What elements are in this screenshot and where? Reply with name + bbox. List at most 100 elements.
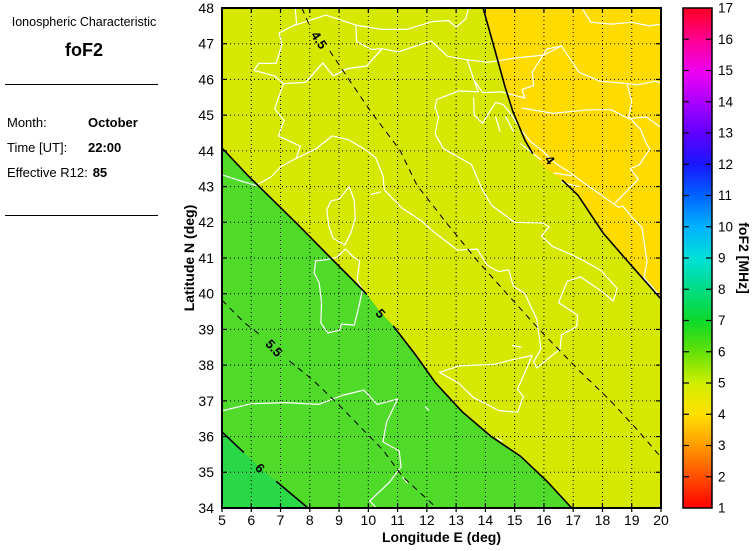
coast-serbia-border bbox=[615, 84, 651, 204]
coast-island-brac bbox=[553, 172, 573, 177]
y-tick-label: 48 bbox=[198, 0, 214, 16]
colorbar-tick-label: 5 bbox=[718, 376, 726, 391]
y-tick-label: 46 bbox=[198, 71, 214, 87]
x-tick-label: 13 bbox=[448, 512, 464, 528]
coastlines bbox=[222, 8, 661, 508]
colorbar-tick-label: 13 bbox=[718, 126, 733, 141]
colorbar-tick-label: 4 bbox=[718, 407, 726, 422]
x-tick-label: 7 bbox=[277, 512, 285, 528]
coast-kerkennah bbox=[402, 477, 408, 484]
band-5-6-fill bbox=[222, 148, 572, 508]
panel-title: Ionospheric Characteristic bbox=[11, 15, 157, 29]
colorbar-tick-label: 8 bbox=[718, 282, 726, 297]
x-tick-label: 9 bbox=[335, 512, 343, 528]
coast-italy bbox=[274, 40, 618, 369]
colorbar-ticks bbox=[683, 38, 712, 478]
colorbar-tick-label: 15 bbox=[718, 63, 733, 78]
r12-label: Effective R12: bbox=[7, 165, 88, 180]
contour-line-4.5 bbox=[301, 8, 661, 458]
axis-ticks bbox=[221, 7, 662, 512]
x-tick-label: 19 bbox=[624, 512, 640, 528]
y-tick-label: 34 bbox=[198, 500, 214, 516]
coast-corsica bbox=[326, 186, 356, 246]
y-tick-label: 43 bbox=[198, 178, 214, 194]
y-tick-label: 45 bbox=[198, 107, 214, 123]
colorbar-tick-label: 11 bbox=[718, 188, 732, 203]
divider-top bbox=[5, 84, 158, 85]
time-value: 22:00 bbox=[88, 140, 122, 155]
month-value: October bbox=[88, 115, 138, 130]
x-tick-label: 5 bbox=[218, 512, 226, 528]
x-tick-label: 11 bbox=[390, 512, 405, 528]
characteristic-name: foF2 bbox=[65, 40, 103, 60]
colorbar-tick-label: 14 bbox=[718, 94, 734, 109]
colorbar-tick-label: 2 bbox=[718, 469, 726, 484]
coast-sicily bbox=[438, 354, 533, 413]
coast-north-africa bbox=[222, 389, 402, 508]
coast-switzerland bbox=[253, 14, 383, 85]
y-tick-label: 40 bbox=[198, 286, 214, 302]
coast-french-coast bbox=[222, 157, 297, 187]
coast-danube bbox=[581, 8, 661, 27]
y-tick-label: 42 bbox=[198, 214, 214, 230]
x-tick-label: 17 bbox=[565, 512, 581, 528]
y-tick-label: 36 bbox=[198, 428, 214, 444]
x-tick-label: 18 bbox=[595, 512, 611, 528]
contour-line-5 bbox=[222, 147, 573, 508]
colorbar-tick-label: 1 bbox=[718, 501, 726, 516]
coast-island-krk bbox=[505, 116, 514, 132]
contour-line-6 bbox=[222, 431, 309, 508]
map-area: 44.555.56 bbox=[222, 8, 661, 508]
coast-dalmatia bbox=[473, 97, 661, 302]
coast-austria-slovenia bbox=[466, 45, 563, 63]
x-tick-label: 6 bbox=[247, 512, 255, 528]
band-6-7-fill bbox=[222, 431, 308, 508]
y-tick-label: 41 bbox=[198, 250, 214, 266]
y-tick-label: 47 bbox=[198, 36, 214, 52]
coast-sava-border bbox=[521, 107, 661, 129]
divider-bottom bbox=[5, 215, 158, 216]
y-tick-label: 39 bbox=[198, 321, 214, 337]
time-row: Time [UT]: 22:00 bbox=[7, 140, 207, 155]
coast-drava-border bbox=[560, 45, 661, 86]
colorbar-tick-label: 16 bbox=[718, 32, 733, 47]
month-row: Month: October bbox=[7, 115, 207, 130]
x-tick-label: 15 bbox=[507, 512, 523, 528]
x-tick-label: 12 bbox=[419, 512, 435, 528]
colorbar-tick-label: 3 bbox=[718, 438, 726, 453]
colorbar-tick-label: 17 bbox=[718, 1, 733, 16]
grid bbox=[222, 8, 661, 508]
y-tick-label: 44 bbox=[198, 143, 214, 159]
colorbar-tick-label: 6 bbox=[718, 344, 726, 359]
coast-slovenia-croatia bbox=[473, 45, 563, 99]
y-tick-label: 35 bbox=[198, 464, 214, 480]
colorbar-tick-label: 9 bbox=[718, 251, 726, 266]
contour-line-4 bbox=[482, 8, 661, 300]
r12-row: Effective R12: 85 bbox=[7, 165, 207, 180]
x-axis-label: Longitude E (deg) bbox=[382, 529, 501, 545]
coast-pantelleria bbox=[424, 406, 430, 411]
coast-sardinia bbox=[313, 248, 364, 334]
coast-aeolian bbox=[511, 344, 522, 348]
month-label: Month: bbox=[7, 115, 47, 130]
x-tick-label: 16 bbox=[536, 512, 552, 528]
y-tick-label: 37 bbox=[198, 393, 214, 409]
contour-line-5.5 bbox=[222, 299, 438, 508]
x-tick-label: 8 bbox=[306, 512, 314, 528]
colorbar-tick-label: 7 bbox=[718, 313, 726, 328]
band-lt4-fill bbox=[483, 8, 661, 300]
coast-rhine bbox=[292, 8, 298, 27]
coast-malta bbox=[496, 437, 503, 442]
x-tick-label: 14 bbox=[478, 512, 494, 528]
colorbar-tick-label: 10 bbox=[718, 219, 733, 234]
coast-austria-north bbox=[355, 8, 469, 30]
r12-value: 85 bbox=[92, 165, 108, 180]
x-tick-label: 10 bbox=[361, 512, 377, 528]
colorbar-tick-label: 12 bbox=[718, 157, 733, 172]
coast-elba bbox=[370, 191, 382, 195]
y-tick-label: 38 bbox=[198, 357, 214, 373]
time-label: Time [UT]: bbox=[7, 140, 68, 155]
x-tick-label: 20 bbox=[653, 512, 669, 528]
